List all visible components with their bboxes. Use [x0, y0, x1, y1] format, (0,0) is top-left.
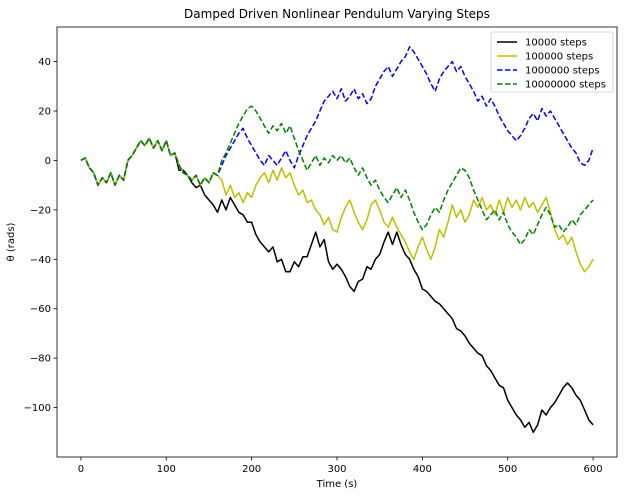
x-tick-label: 200 — [242, 464, 261, 475]
series-line-1 — [80, 137, 594, 273]
x-tick-label: 0 — [78, 464, 84, 475]
legend-label: 1000000 steps — [525, 66, 600, 77]
chart-title: Damped Driven Nonlinear Pendulum Varying… — [184, 7, 490, 21]
series-layer — [80, 46, 594, 434]
y-tick-label: −100 — [24, 403, 51, 414]
y-tick-label: −20 — [30, 205, 51, 216]
y-tick-label: −80 — [30, 354, 51, 365]
y-tick-label: −60 — [30, 304, 51, 315]
x-tick-label: 400 — [413, 464, 432, 475]
x-tick-label: 100 — [157, 464, 176, 475]
x-tick-label: 300 — [327, 464, 346, 475]
y-axis-label: θ (rads) — [6, 222, 17, 261]
x-axis-label: Time (s) — [316, 479, 358, 490]
axis-layer: 0 100 200 300 400 500 600 −100 −80 −60 −40 −20 0 20 40 — [24, 57, 603, 475]
x-tick-label: 500 — [498, 464, 517, 475]
y-tick-label: 0 — [45, 156, 51, 167]
x-tick-label: 600 — [584, 464, 603, 475]
legend-label: 100000 steps — [525, 52, 593, 63]
plot-frame — [56, 26, 618, 458]
y-tick-label: 20 — [38, 107, 51, 118]
y-tick-label: 40 — [38, 57, 51, 68]
legend-box — [490, 31, 614, 93]
series-line-3 — [80, 105, 594, 246]
series-line-2 — [80, 46, 594, 186]
y-tick-label: −40 — [30, 255, 51, 266]
legend-label: 10000 steps — [525, 38, 587, 49]
legend-label: 10000000 steps — [525, 80, 606, 91]
legend: 10000 steps 100000 steps 1000000 steps 1000… — [490, 31, 614, 93]
